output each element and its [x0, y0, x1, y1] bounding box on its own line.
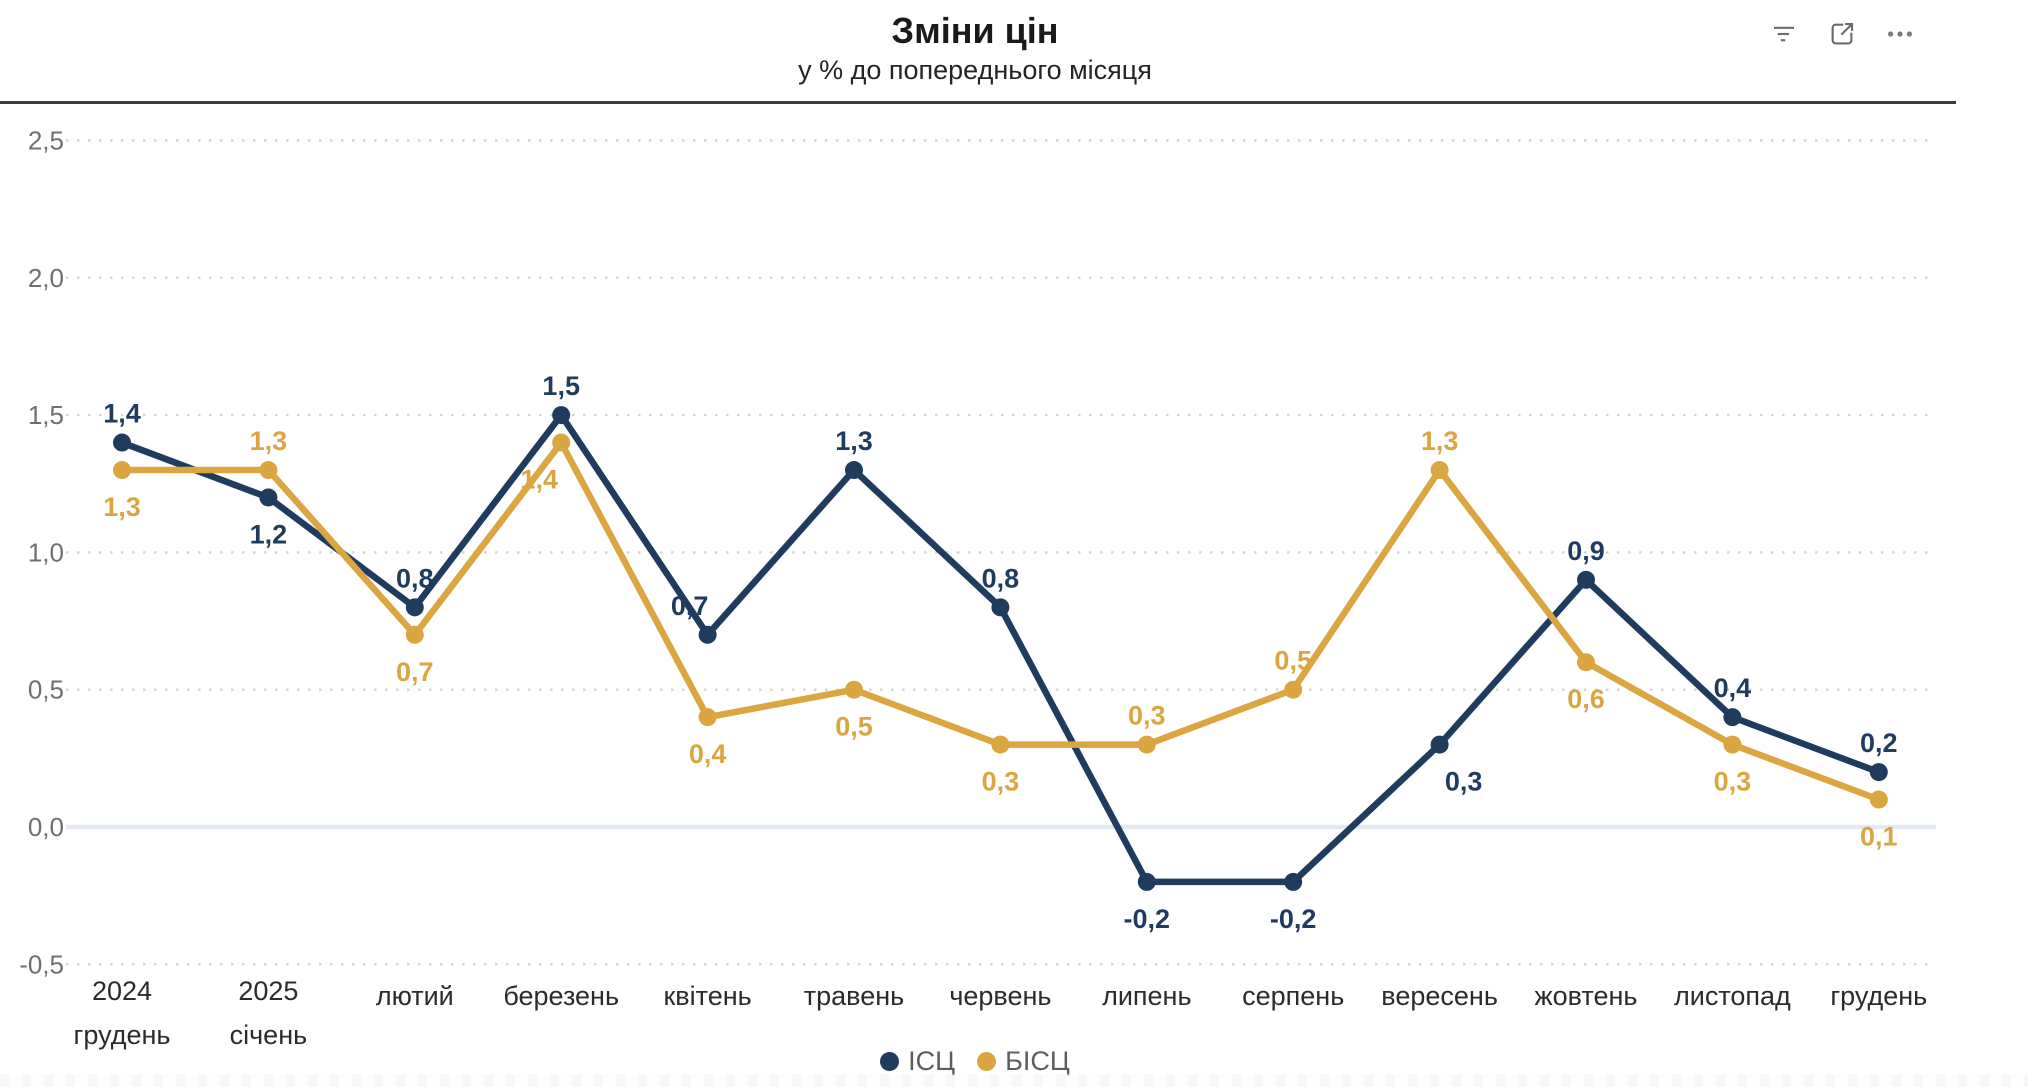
- data-label-1: 0,5: [835, 712, 873, 742]
- x-category-label: листопад: [1674, 981, 1791, 1011]
- data-point-1[interactable]: [113, 461, 131, 480]
- data-label-1: 0,1: [1860, 822, 1898, 852]
- y-tick-label: 1,0: [28, 537, 64, 567]
- data-label-1: 0,3: [982, 767, 1020, 797]
- data-label-1: 0,3: [1128, 701, 1166, 731]
- data-label-1: 0,3: [1714, 767, 1752, 797]
- x-category-label: грудень: [1830, 981, 1927, 1011]
- data-label-0: 0,8: [982, 563, 1020, 593]
- x-category-label: квітень: [663, 981, 751, 1011]
- x-category-label: грудень: [74, 1020, 171, 1050]
- data-label-1: 1,3: [1421, 426, 1459, 456]
- y-tick-label: -0,5: [19, 949, 64, 979]
- legend-dot-bicc: [977, 1052, 997, 1071]
- legend-item-icc[interactable]: ІСЦ: [880, 1046, 955, 1077]
- data-point-0[interactable]: [1284, 872, 1303, 891]
- x-category-label: жовтень: [1535, 981, 1638, 1011]
- header-divider: [0, 101, 1956, 104]
- data-label-1: 0,5: [1274, 646, 1312, 676]
- data-label-0: 0,2: [1860, 728, 1898, 758]
- legend-label-bicc: БІСЦ: [1005, 1046, 1070, 1076]
- filter-icon[interactable]: [1768, 18, 1800, 50]
- y-tick-label: 0,5: [28, 675, 64, 705]
- chart-header: Зміни цін у % до попереднього місяця: [0, 10, 1950, 86]
- data-point-1[interactable]: [1723, 735, 1742, 754]
- data-point-0[interactable]: [1137, 872, 1156, 891]
- legend-label-icc: ІСЦ: [908, 1046, 956, 1076]
- data-point-0[interactable]: [845, 461, 863, 480]
- data-label-0: 0,7: [671, 591, 709, 621]
- data-point-0[interactable]: [1430, 735, 1449, 754]
- data-point-1[interactable]: [405, 625, 424, 644]
- chart-legend: ІСЦ БІСЦ: [0, 1046, 1950, 1077]
- data-point-0[interactable]: [1869, 763, 1888, 782]
- x-category-label: серпень: [1242, 981, 1344, 1011]
- chart-subtitle: у % до попереднього місяця: [798, 55, 1152, 86]
- data-point-1[interactable]: [1284, 680, 1303, 699]
- data-point-0[interactable]: [1577, 570, 1595, 589]
- visual-header-toolbar: [1768, 18, 1916, 50]
- data-point-1[interactable]: [259, 461, 278, 480]
- data-point-1[interactable]: [698, 708, 717, 727]
- x-category-label: 2024: [92, 976, 152, 1006]
- data-label-0: 0,8: [396, 563, 434, 593]
- y-tick-label: 2,5: [28, 126, 64, 156]
- x-category-label: травень: [804, 981, 904, 1011]
- data-point-0[interactable]: [1723, 708, 1742, 727]
- focus-mode-icon[interactable]: [1826, 18, 1858, 50]
- data-point-1[interactable]: [1869, 790, 1888, 809]
- x-category-label: 2025: [238, 976, 298, 1006]
- data-label-0: 1,2: [250, 519, 288, 549]
- data-label-1: 1,3: [250, 426, 288, 456]
- data-label-0: 0,4: [1714, 673, 1752, 703]
- data-label-0: 0,9: [1567, 536, 1605, 566]
- x-category-label: вересень: [1381, 981, 1498, 1011]
- data-label-0: -0,2: [1270, 904, 1317, 934]
- data-point-1[interactable]: [1430, 461, 1449, 480]
- series-line-0: [118, 411, 1883, 886]
- y-tick-label: 2,0: [28, 263, 64, 293]
- data-point-0[interactable]: [698, 625, 717, 644]
- data-label-0: 0,3: [1445, 767, 1483, 797]
- x-category-label: березень: [503, 981, 619, 1011]
- data-label-0: 1,5: [542, 371, 580, 401]
- cropped-content-strip: [0, 1074, 2028, 1087]
- data-label-0: 1,4: [103, 399, 141, 429]
- data-label-0: 1,3: [835, 426, 873, 456]
- x-category-label: червень: [949, 981, 1051, 1011]
- x-category-label: липень: [1102, 981, 1191, 1011]
- y-tick-label: 1,5: [28, 400, 64, 430]
- data-point-1[interactable]: [991, 735, 1010, 754]
- data-point-0[interactable]: [259, 488, 278, 507]
- data-label-0: -0,2: [1124, 904, 1171, 934]
- x-category-label: лютий: [376, 981, 454, 1011]
- legend-item-bicc[interactable]: БІСЦ: [977, 1046, 1070, 1077]
- chart-title: Зміни цін: [891, 10, 1059, 51]
- legend-dot-icc: [880, 1052, 900, 1071]
- data-label-1: 0,7: [396, 657, 434, 687]
- data-point-0[interactable]: [113, 433, 131, 452]
- data-label-1: 0,4: [689, 739, 727, 769]
- data-label-1: 0,6: [1567, 684, 1605, 714]
- x-category-label: січень: [230, 1020, 308, 1050]
- data-point-0[interactable]: [405, 598, 424, 617]
- data-label-1: 1,4: [520, 465, 558, 495]
- y-tick-label: 0,0: [28, 812, 64, 842]
- data-point-1[interactable]: [845, 680, 863, 699]
- data-point-1[interactable]: [1577, 653, 1595, 672]
- data-point-0[interactable]: [552, 406, 571, 425]
- data-label-1: 1,3: [103, 492, 141, 522]
- data-point-0[interactable]: [991, 598, 1010, 617]
- data-point-1[interactable]: [552, 433, 571, 452]
- data-point-1[interactable]: [1137, 735, 1156, 754]
- more-options-icon[interactable]: [1884, 18, 1916, 50]
